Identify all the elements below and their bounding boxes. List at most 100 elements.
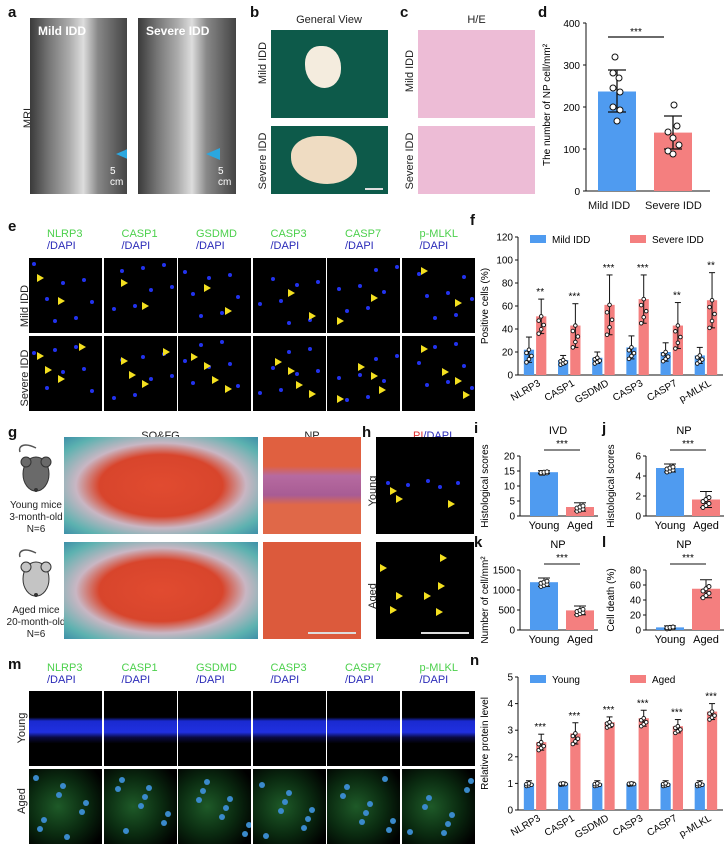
chart-d: The number of NP cell/mm² 0100200300400 … xyxy=(542,19,710,195)
panel-label-j: j xyxy=(602,420,607,437)
svg-text:**: ** xyxy=(536,287,544,298)
general-view-severe-image xyxy=(271,126,388,194)
panel-label-i: i xyxy=(474,420,479,437)
sofg-aged-image xyxy=(64,542,258,639)
chart-f: Positive cells (%) 0 20 40 60 80 100 120 Mild ID… xyxy=(480,233,723,406)
svg-text:***: *** xyxy=(630,27,642,38)
svg-text:IVD: IVD xyxy=(549,425,567,437)
svg-text:***: *** xyxy=(705,692,717,703)
fluorescence-image xyxy=(327,691,400,766)
svg-text:p-MLKL: p-MLKL xyxy=(678,378,714,405)
fluorescence-image xyxy=(401,258,475,333)
m-row-aged: Aged xyxy=(16,788,28,814)
svg-text:***: *** xyxy=(556,439,568,450)
stain-header: NLRP3/DAPI xyxy=(47,228,83,252)
svg-text:0: 0 xyxy=(507,806,513,817)
svg-text:***: *** xyxy=(569,711,581,722)
np-aged-image xyxy=(263,542,361,639)
fluorescence-image xyxy=(29,258,102,333)
mri-severe-label: Severe IDD xyxy=(146,24,210,38)
svg-text:80: 80 xyxy=(630,566,642,577)
svg-text:Aged: Aged xyxy=(567,634,593,646)
svg-text:5: 5 xyxy=(509,497,515,508)
pi-young-image xyxy=(376,437,474,534)
panel-label-b: b xyxy=(250,4,260,21)
svg-text:Severe IDD: Severe IDD xyxy=(652,235,704,246)
chart-l: NP Cell death (%) 0 20 40 60 80 Young Aged *** xyxy=(606,539,724,646)
d-ylabel: The number of NP cell/mm² xyxy=(542,43,553,166)
svg-text:Histological scores: Histological scores xyxy=(606,444,617,527)
fluorescence-image xyxy=(178,691,251,766)
he-severe-image xyxy=(418,126,535,194)
svg-text:**: ** xyxy=(673,291,681,302)
stain-header: CASP7/DAPI xyxy=(345,228,382,252)
scale-label: 5 cm xyxy=(110,166,124,188)
svg-text:Young: Young xyxy=(529,520,560,532)
svg-text:***: *** xyxy=(682,553,694,564)
fluorescence-image xyxy=(178,258,251,333)
svg-text:2: 2 xyxy=(507,752,513,763)
svg-text:***: *** xyxy=(637,263,649,274)
stain-header: p-MLKL/DAPI xyxy=(419,662,459,686)
d-xlabel-mild: Mild IDD xyxy=(588,200,631,212)
svg-text:Relative protein level: Relative protein level xyxy=(480,697,491,790)
sofg-young-image xyxy=(64,437,258,534)
fluorescence-image xyxy=(252,769,326,844)
panel-label-a: a xyxy=(8,4,17,21)
fluorescence-image xyxy=(29,691,102,766)
young-mice-caption: Young mice 3-month-old N=6 xyxy=(9,500,63,535)
svg-text:CASP3: CASP3 xyxy=(611,813,645,839)
svg-text:0: 0 xyxy=(509,512,515,523)
fluorescence-image xyxy=(178,336,251,411)
svg-text:Young: Young xyxy=(655,634,686,646)
panel-label-e: e xyxy=(8,218,17,235)
svg-text:200: 200 xyxy=(563,103,580,114)
svg-text:Aged: Aged xyxy=(567,520,593,532)
svg-text:GSDMD: GSDMD xyxy=(573,378,611,406)
svg-text:Number of cell/mm²: Number of cell/mm² xyxy=(480,556,491,644)
svg-text:p-MLKL: p-MLKL xyxy=(678,813,714,840)
general-view-mild-image xyxy=(271,30,388,118)
svg-text:CASP1: CASP1 xyxy=(543,813,577,839)
panel-label-f: f xyxy=(470,212,475,229)
stain-header: CASP7/DAPI xyxy=(345,662,382,686)
scale-label: 5 cm xyxy=(218,166,232,188)
svg-text:Aged: Aged xyxy=(652,675,675,686)
c-row-mild: Mild IDD xyxy=(404,49,416,93)
stain-header: CASP3/DAPI xyxy=(270,228,307,252)
fluorescence-image xyxy=(103,258,177,333)
svg-text:1: 1 xyxy=(507,779,513,790)
svg-text:40: 40 xyxy=(630,596,642,607)
aged-mice-caption: Aged mice 20-month-old N=6 xyxy=(6,605,66,640)
svg-text:Aged: Aged xyxy=(693,520,719,532)
svg-text:***: *** xyxy=(637,698,649,709)
panel-label-l: l xyxy=(602,534,607,551)
svg-text:Histological scores: Histological scores xyxy=(480,444,491,527)
np-young-image xyxy=(263,437,361,534)
he-mild-image xyxy=(418,30,535,118)
svg-text:100: 100 xyxy=(563,145,580,156)
arrow-icon xyxy=(116,148,127,160)
c-row-severe: Severe IDD xyxy=(404,132,416,190)
svg-text:Aged: Aged xyxy=(693,634,719,646)
panel-label-d: d xyxy=(538,4,548,21)
svg-text:Young: Young xyxy=(552,675,580,686)
svg-text:NLRP3: NLRP3 xyxy=(509,378,543,404)
mri-severe-image: Severe IDD 5 cm xyxy=(138,18,236,194)
svg-text:Young: Young xyxy=(529,634,560,646)
svg-text:0: 0 xyxy=(507,371,513,382)
svg-text:***: *** xyxy=(569,292,581,303)
b-row-mild: Mild IDD xyxy=(257,41,269,85)
fluorescence-image xyxy=(401,336,475,411)
b-row-severe: Severe IDD xyxy=(257,132,269,190)
panel-label-h: h xyxy=(362,424,372,441)
svg-text:120: 120 xyxy=(496,233,513,244)
pi-aged-image xyxy=(376,542,474,639)
svg-text:0: 0 xyxy=(509,626,515,637)
svg-text:2: 2 xyxy=(635,492,641,503)
fluorescence-image xyxy=(252,258,326,333)
fluorescence-image xyxy=(252,336,326,411)
svg-text:400: 400 xyxy=(563,19,580,30)
svg-text:***: *** xyxy=(682,439,694,450)
svg-text:0: 0 xyxy=(574,187,580,195)
